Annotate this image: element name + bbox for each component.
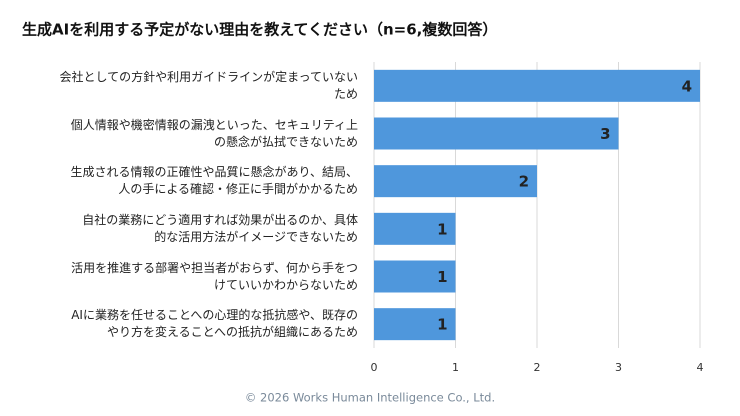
bar (374, 308, 456, 341)
value-label: 2 (519, 173, 529, 191)
x-tick-label: 0 (371, 361, 378, 374)
value-label: 3 (600, 125, 610, 143)
x-tick-label: 3 (615, 361, 622, 374)
footer: © 2026 Works Human Intelligence Co., Ltd… (245, 391, 495, 405)
bar (374, 165, 537, 198)
value-label: 4 (682, 77, 692, 95)
x-tick-label: 4 (697, 361, 704, 374)
y-tick-label: 会社としての方針や利用ガイドラインが定まっていない ため (59, 69, 358, 101)
value-label: 1 (437, 316, 447, 334)
bar (374, 212, 456, 245)
bar (374, 69, 700, 102)
bar (374, 117, 619, 150)
y-tick-label: 個人情報や機密情報の漏洩といった、セキュリティ上 の懸念が払拭できないため (70, 117, 358, 149)
y-tick-label: 自社の業務にどう適用すれば効果が出るのか、具体 的な活用方法がイメージできないた… (82, 212, 358, 244)
y-tick-label: 生成される情報の正確性や品質に懸念があり、結局、 人の手による確認・修正に手間が… (70, 165, 358, 197)
y-tick-label: AIに業務を任せることへの心理的な抵抗感や、既存の やり方を変えることへの抵抗が… (71, 308, 358, 340)
chart-title: 生成AIを利用する予定がない理由を教えてください（n=6,複数回答） (22, 21, 497, 39)
y-tick-label: 活用を推進する部署や担当者がおらず、何から手をつ けていいかわからないため (71, 260, 358, 292)
value-label: 1 (437, 268, 447, 286)
x-tick-label: 2 (534, 361, 541, 374)
value-label: 1 (437, 220, 447, 238)
x-tick-label: 1 (452, 361, 459, 374)
bar (374, 260, 456, 293)
